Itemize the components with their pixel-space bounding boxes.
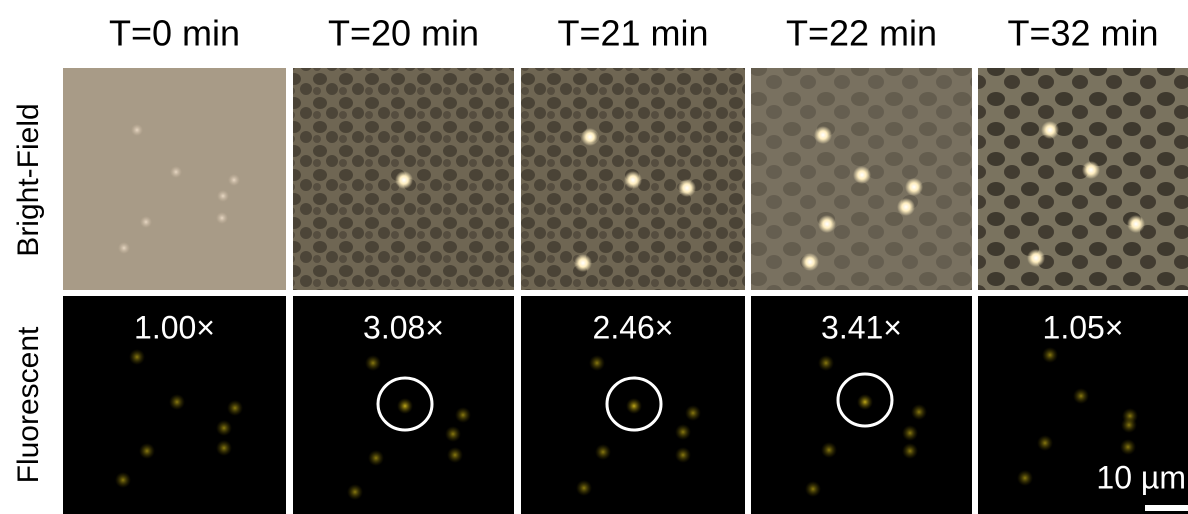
fluorescent-particle xyxy=(857,394,873,410)
particle xyxy=(905,178,923,196)
fluorescent-particle xyxy=(216,420,232,436)
figure: Bright-Field Fluorescent T=0 min 1.00× T=2… xyxy=(0,0,1188,514)
fluorescent-particle xyxy=(1073,388,1089,404)
particle xyxy=(1027,249,1045,267)
column-header: T=22 min xyxy=(786,13,937,54)
particle xyxy=(170,166,182,178)
fluorescent-particle xyxy=(626,398,642,414)
scale-bar-label: 10 µm xyxy=(1096,459,1186,495)
fluorescent-particle xyxy=(589,355,605,371)
particle xyxy=(624,171,642,189)
particle xyxy=(131,124,143,136)
fluorescent-particle xyxy=(347,484,363,500)
column-header: T=20 min xyxy=(328,13,479,54)
fluorescent-particle xyxy=(445,426,461,442)
particle xyxy=(1082,161,1100,179)
column-header: T=32 min xyxy=(1007,13,1158,54)
particle xyxy=(814,126,832,144)
particle xyxy=(581,128,599,146)
bright-field-image xyxy=(978,68,1188,290)
fluorescent-particle xyxy=(447,447,463,463)
fluorescent-particle xyxy=(227,400,243,416)
particle xyxy=(853,166,871,184)
fluorescent-particle xyxy=(368,450,384,466)
fluorescent-particle xyxy=(365,355,381,371)
fluorescent-particle xyxy=(115,472,131,488)
fold-change: 1.00× xyxy=(134,309,215,345)
fluorescent-particle xyxy=(1042,347,1058,363)
fluorescent-particle xyxy=(397,398,413,414)
fluorescent-particle xyxy=(1017,470,1033,486)
particle xyxy=(228,174,240,186)
particle xyxy=(897,198,915,216)
fluorescent-particle xyxy=(675,424,691,440)
particle xyxy=(678,179,696,197)
particle xyxy=(216,212,228,224)
fold-change: 1.05× xyxy=(1043,309,1124,345)
fluorescent-particle xyxy=(1037,435,1053,451)
particle xyxy=(574,254,592,272)
row-label: Fluorescent xyxy=(12,326,45,483)
column-header: T=21 min xyxy=(557,13,708,54)
scale-bar xyxy=(1145,505,1188,511)
bright-field-image xyxy=(63,68,286,290)
row-label: Bright-Field xyxy=(12,103,45,256)
fold-change: 2.46× xyxy=(593,309,674,345)
particle xyxy=(140,216,152,228)
particle xyxy=(1041,121,1059,139)
particle xyxy=(818,215,836,233)
panels xyxy=(63,68,1188,514)
fluorescent-particle xyxy=(576,480,592,496)
fluorescent-particle xyxy=(902,425,918,441)
fluorescent-particle xyxy=(139,443,155,459)
fluorescent-particle xyxy=(216,440,232,456)
fluorescent-particle xyxy=(911,404,927,420)
fluorescent-particle xyxy=(169,394,185,410)
fluorescent-particle xyxy=(685,405,701,421)
fluorescent-particle xyxy=(675,447,691,463)
fluorescent-particle xyxy=(455,407,471,423)
particle xyxy=(217,190,229,202)
fold-change: 3.08× xyxy=(363,309,444,345)
particle xyxy=(801,253,819,271)
fluorescent-particle xyxy=(821,442,837,458)
fluorescent-particle xyxy=(818,355,834,371)
fluorescent-particle xyxy=(595,444,611,460)
fold-change: 3.41× xyxy=(821,309,902,345)
fluorescent-particle xyxy=(129,349,145,365)
particle xyxy=(118,242,130,254)
fluorescent-particle xyxy=(805,481,821,497)
column-header: T=0 min xyxy=(109,13,240,54)
particle xyxy=(395,171,413,189)
fluorescent-particle xyxy=(1121,417,1137,433)
particle xyxy=(1127,215,1145,233)
fluorescent-particle xyxy=(1120,439,1136,455)
fluorescent-particle xyxy=(902,443,918,459)
